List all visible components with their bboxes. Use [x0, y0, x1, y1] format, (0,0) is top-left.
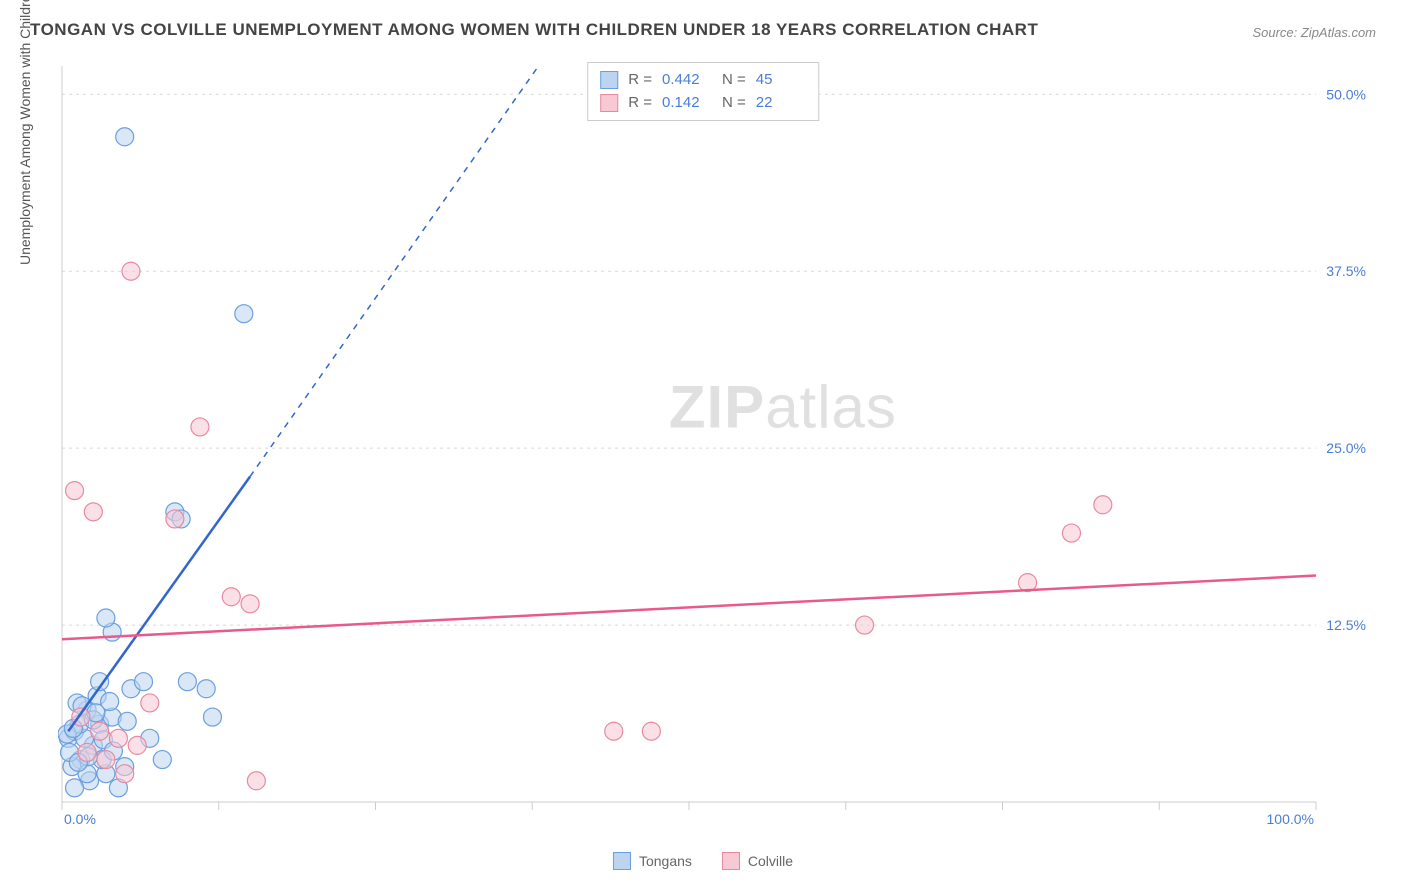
data-point	[241, 595, 259, 613]
data-point	[856, 616, 874, 634]
stats-r-label: R =	[628, 92, 652, 115]
data-point	[135, 673, 153, 691]
data-point	[128, 736, 146, 754]
data-point	[66, 482, 84, 500]
data-point	[605, 722, 623, 740]
data-point	[203, 708, 221, 726]
data-point	[247, 772, 265, 790]
data-point	[118, 712, 136, 730]
stats-n-value: 45	[756, 69, 806, 92]
source-attribution: Source: ZipAtlas.com	[1252, 25, 1376, 40]
chart-legend: Tongans Colville	[613, 852, 793, 870]
x-tick-label: 100.0%	[1267, 811, 1314, 827]
legend-label: Tongans	[639, 853, 692, 869]
chart-title: TONGAN VS COLVILLE UNEMPLOYMENT AMONG WO…	[30, 20, 1376, 40]
data-point	[166, 510, 184, 528]
stats-r-label: R =	[628, 69, 652, 92]
stats-n-label: N =	[722, 92, 746, 115]
y-tick-label: 25.0%	[1326, 440, 1366, 456]
stats-n-label: N =	[722, 69, 746, 92]
data-point	[91, 722, 109, 740]
data-point	[122, 262, 140, 280]
stats-swatch	[600, 94, 618, 112]
data-point	[66, 779, 84, 797]
data-point	[101, 693, 119, 711]
data-point	[1062, 524, 1080, 542]
data-point	[116, 128, 134, 146]
data-point	[141, 694, 159, 712]
stats-n-value: 22	[756, 92, 806, 115]
stats-row: R = 0.442 N = 45	[600, 69, 806, 92]
stats-r-value: 0.442	[662, 69, 712, 92]
data-point	[178, 673, 196, 691]
data-point	[97, 609, 115, 627]
legend-swatch	[613, 852, 631, 870]
data-point	[197, 680, 215, 698]
chart-plot-area: 12.5%25.0%37.5%50.0%0.0%100.0% ZIPatlas	[58, 60, 1376, 832]
y-tick-label: 37.5%	[1326, 263, 1366, 279]
y-axis-label: Unemployment Among Women with Children U…	[17, 0, 33, 265]
y-tick-label: 50.0%	[1326, 86, 1366, 102]
data-point	[84, 503, 102, 521]
data-point	[116, 765, 134, 783]
stats-r-value: 0.142	[662, 92, 712, 115]
legend-item: Colville	[722, 852, 793, 870]
data-point	[109, 729, 127, 747]
x-tick-label: 0.0%	[64, 811, 96, 827]
legend-item: Tongans	[613, 852, 692, 870]
data-point	[153, 751, 171, 769]
scatter-chart-svg: 12.5% 25.0% 37.5% 50.0% 0.0% 100.0%	[58, 60, 1376, 832]
legend-swatch	[722, 852, 740, 870]
data-point	[191, 418, 209, 436]
data-point	[1094, 496, 1112, 514]
data-point	[97, 751, 115, 769]
data-point	[222, 588, 240, 606]
data-point	[235, 305, 253, 323]
stats-row: R = 0.142 N = 22	[600, 92, 806, 115]
y-tick-label: 12.5%	[1326, 617, 1366, 633]
legend-label: Colville	[748, 853, 793, 869]
correlation-stats-box: R = 0.442 N = 45 R = 0.142 N = 22	[587, 62, 819, 121]
stats-swatch	[600, 71, 618, 89]
data-point	[642, 722, 660, 740]
data-point	[78, 743, 96, 761]
